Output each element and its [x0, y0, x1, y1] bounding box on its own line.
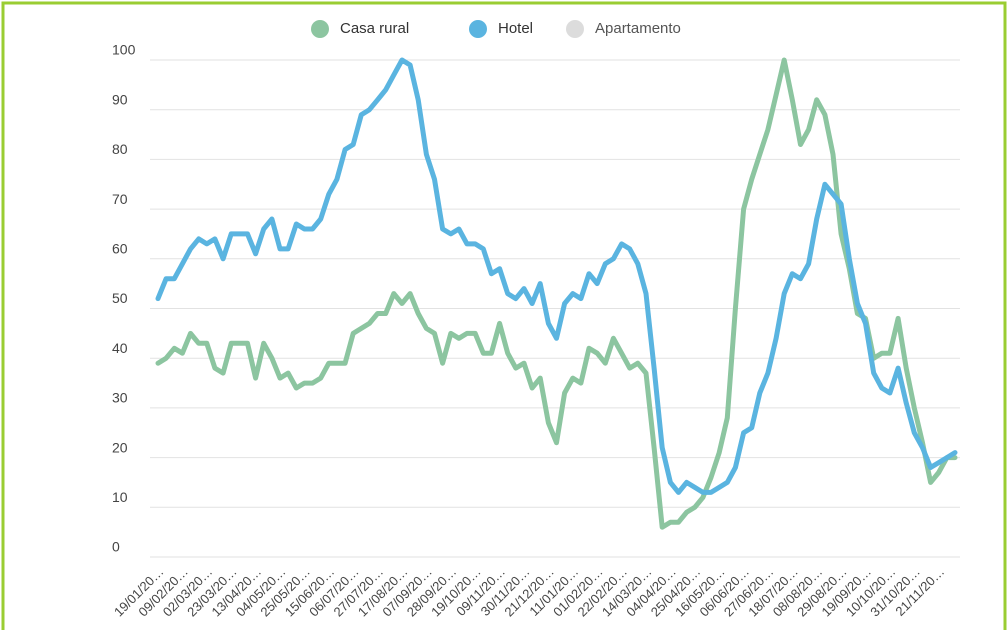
legend-swatch	[566, 20, 584, 38]
y-tick-label: 0	[112, 539, 120, 555]
legend-label: Apartamento	[595, 20, 681, 37]
y-tick-label: 20	[112, 439, 128, 455]
y-tick-label: 10	[112, 489, 128, 505]
legend-swatch	[469, 20, 487, 38]
legend-item[interactable]: Casa rural	[311, 20, 409, 38]
series-line	[155, 57, 958, 530]
y-tick-label: 40	[112, 340, 128, 356]
legend-item[interactable]: Apartamento	[566, 20, 681, 38]
y-tick-label: 100	[112, 42, 136, 58]
legend-swatch	[311, 20, 329, 38]
legend-label: Casa rural	[340, 20, 409, 37]
y-tick-label: 80	[112, 141, 128, 157]
y-tick-label: 90	[112, 91, 128, 107]
y-tick-label: 50	[112, 290, 128, 306]
legend-label: Hotel	[498, 20, 533, 37]
legend-item[interactable]: Hotel	[469, 20, 533, 38]
series-line	[155, 57, 958, 495]
y-tick-label: 70	[112, 191, 128, 207]
y-tick-label: 60	[112, 241, 128, 257]
y-tick-label: 30	[112, 390, 128, 406]
